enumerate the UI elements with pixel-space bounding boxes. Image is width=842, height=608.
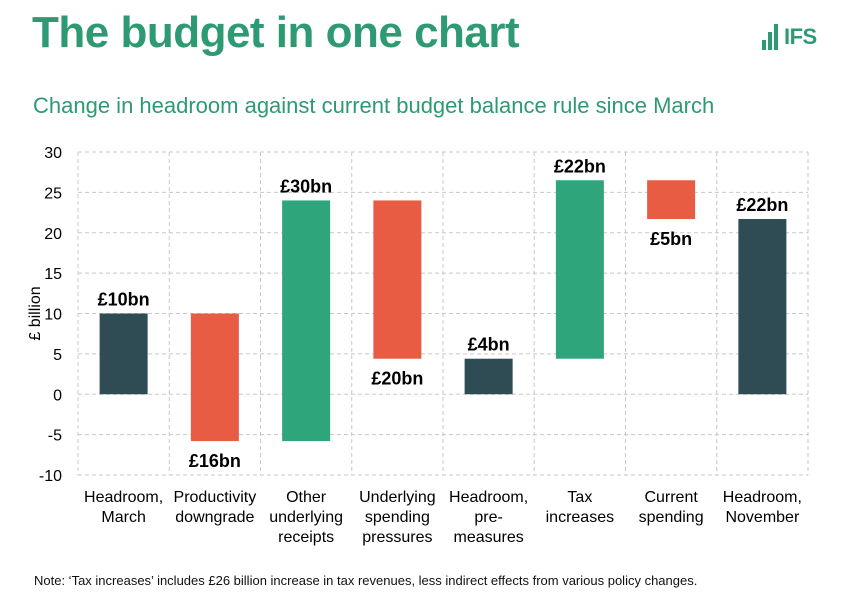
- bar-total: [738, 219, 787, 395]
- x-tick-label: underlying: [269, 509, 343, 526]
- data-label: £22bn: [736, 195, 788, 215]
- y-tick-label: 0: [53, 387, 62, 404]
- x-tick-label: November: [725, 509, 799, 526]
- bar-negative: [373, 200, 422, 359]
- x-tick-label: measures: [454, 529, 524, 546]
- data-label: £10bn: [98, 290, 150, 310]
- y-tick-label: 20: [44, 226, 62, 243]
- logo-text: IFS: [784, 24, 817, 49]
- x-tick-label: Current: [644, 489, 698, 506]
- x-tick-label: downgrade: [175, 509, 254, 526]
- ifs-logo: IFS: [762, 20, 822, 52]
- data-label: £5bn: [650, 229, 692, 249]
- x-tick-label: pre-: [474, 509, 502, 526]
- y-tick-label: 10: [44, 307, 62, 324]
- x-tick-label: Headroom,: [84, 489, 163, 506]
- bar-negative: [190, 313, 239, 442]
- x-tick-label: receipts: [278, 529, 334, 546]
- footnote: Note: ‘Tax increases’ includes £26 billi…: [34, 573, 698, 588]
- x-tick-label: Productivity: [174, 489, 257, 506]
- x-tick-label: Headroom,: [723, 489, 802, 506]
- x-tick-label: Tax: [567, 489, 592, 506]
- data-label: £4bn: [468, 335, 510, 355]
- x-tick-label: March: [101, 509, 145, 526]
- x-tick-label: Underlying: [359, 489, 435, 506]
- chart-title: Change in headroom against current budge…: [33, 93, 715, 118]
- y-tick-label: 5: [53, 347, 62, 364]
- y-tick-label: 15: [44, 266, 62, 283]
- data-label: £16bn: [189, 451, 241, 471]
- data-label: £30bn: [280, 176, 332, 196]
- bar-positive: [555, 180, 604, 359]
- y-tick-label: -10: [39, 468, 62, 485]
- y-tick-label: 25: [44, 185, 62, 202]
- bar-positive: [282, 200, 331, 442]
- bar-total: [464, 358, 513, 395]
- bar-chart-icon: [762, 20, 782, 50]
- page-title: The budget in one chart: [32, 8, 520, 57]
- waterfall-chart: 30 25 20 15 10 5 0 -5 -10 £ billion £10bn £16bn £30b…: [27, 145, 809, 546]
- x-tick-label: spending: [639, 509, 704, 526]
- y-tick-label: -5: [48, 428, 62, 445]
- bar-total: [99, 313, 148, 395]
- x-tick-label: spending: [365, 509, 430, 526]
- x-tick-label: Headroom,: [449, 489, 528, 506]
- data-label: £22bn: [554, 156, 606, 176]
- data-label: £20bn: [371, 369, 423, 389]
- x-tick-label: Other: [286, 489, 327, 506]
- y-axis-label: £ billion: [27, 286, 44, 340]
- x-tick-label: increases: [546, 509, 614, 526]
- x-tick-label: pressures: [362, 529, 432, 546]
- bar-negative: [647, 180, 696, 220]
- y-tick-label: 30: [44, 145, 62, 162]
